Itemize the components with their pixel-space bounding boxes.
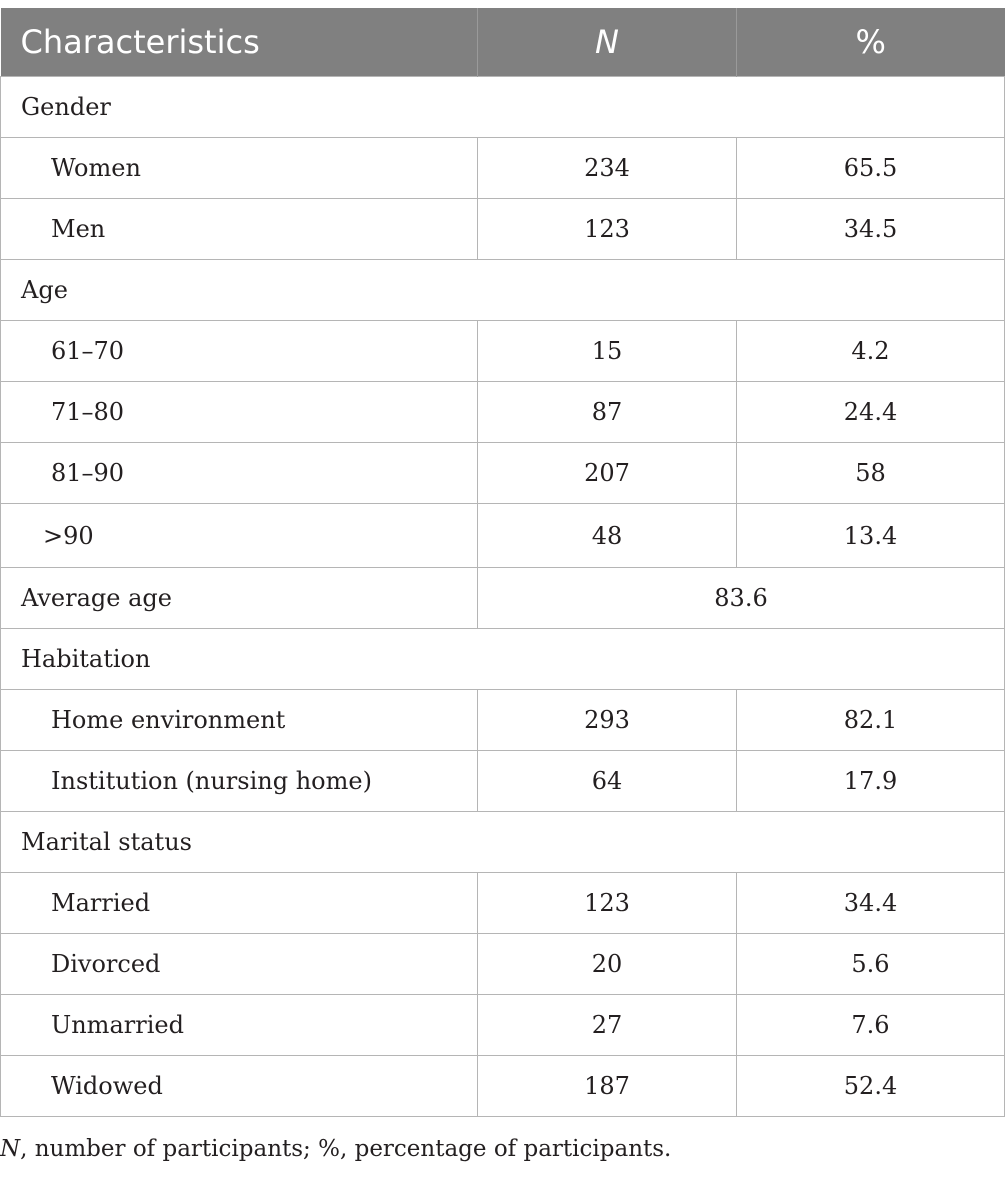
table-header-row: Characteristics N % [0,8,1005,77]
section-title-age: Age [0,259,1005,321]
row-n: 48 [477,503,737,568]
table-row: Men 123 34.5 [0,198,1005,260]
section-title-gender: Gender [0,76,1005,138]
row-n: 64 [477,750,737,812]
row-n: 123 [477,872,737,934]
section-title-habitation: Habitation [0,628,1005,690]
table-row: >90 48 13.4 [0,503,1005,568]
header-characteristics: Characteristics [0,8,478,77]
table-row: Home environment 293 82.1 [0,689,1005,751]
row-label: 71–80 [0,381,478,443]
row-pct: 82.1 [736,689,1005,751]
section-row: Gender [0,76,1005,138]
row-pct: 5.6 [736,933,1005,995]
row-n: 123 [477,198,737,260]
row-n: 293 [477,689,737,751]
section-row: Age [0,259,1005,321]
row-label: Men [0,198,478,260]
row-pct: 52.4 [736,1055,1005,1117]
row-pct: 13.4 [736,503,1005,568]
table-row: Married 123 34.4 [0,872,1005,934]
row-pct: 17.9 [736,750,1005,812]
table-row: Institution (nursing home) 64 17.9 [0,750,1005,812]
row-n: 207 [477,442,737,504]
header-n: N [477,8,737,77]
row-n: 27 [477,994,737,1056]
table-row: 61–70 15 4.2 [0,320,1005,382]
table-row: Women 234 65.5 [0,137,1005,199]
average-age-value: 83.6 [477,567,1005,629]
table-row: 81–90 207 58 [0,442,1005,504]
row-pct: 24.4 [736,381,1005,443]
footnote-n-symbol: N [0,1136,21,1162]
row-label: Home environment [0,689,478,751]
row-pct: 4.2 [736,320,1005,382]
row-pct: 7.6 [736,994,1005,1056]
row-label: 81–90 [0,442,478,504]
row-n: 234 [477,137,737,199]
section-row: Habitation [0,628,1005,690]
row-label: Unmarried [0,994,478,1056]
row-label: >90 [0,503,478,568]
header-percent: % [736,8,1005,77]
demographics-table-container: Characteristics N % Gender Women 234 65.… [0,8,1005,1117]
row-pct: 34.5 [736,198,1005,260]
table-row: Widowed 187 52.4 [0,1055,1005,1117]
footnote-text: , number of participants; %, percentage … [20,1136,672,1162]
demographics-table: Characteristics N % Gender Women 234 65.… [0,8,1005,1117]
table-row: 71–80 87 24.4 [0,381,1005,443]
row-pct: 34.4 [736,872,1005,934]
row-label: Widowed [0,1055,478,1117]
row-pct: 58 [736,442,1005,504]
average-age-row: Average age 83.6 [0,567,1005,629]
row-label: Institution (nursing home) [0,750,478,812]
table-footnote: N, number of participants; %, percentage… [0,1136,671,1162]
row-n: 20 [477,933,737,995]
row-label: Divorced [0,933,478,995]
row-n: 15 [477,320,737,382]
row-n: 87 [477,381,737,443]
table-row: Divorced 20 5.6 [0,933,1005,995]
table-row: Unmarried 27 7.6 [0,994,1005,1056]
section-title-marital-status: Marital status [0,811,1005,873]
row-label: 61–70 [0,320,478,382]
row-pct: 65.5 [736,137,1005,199]
section-row: Marital status [0,811,1005,873]
row-label: Women [0,137,478,199]
row-n: 187 [477,1055,737,1117]
average-age-label: Average age [0,567,478,629]
row-label: Married [0,872,478,934]
